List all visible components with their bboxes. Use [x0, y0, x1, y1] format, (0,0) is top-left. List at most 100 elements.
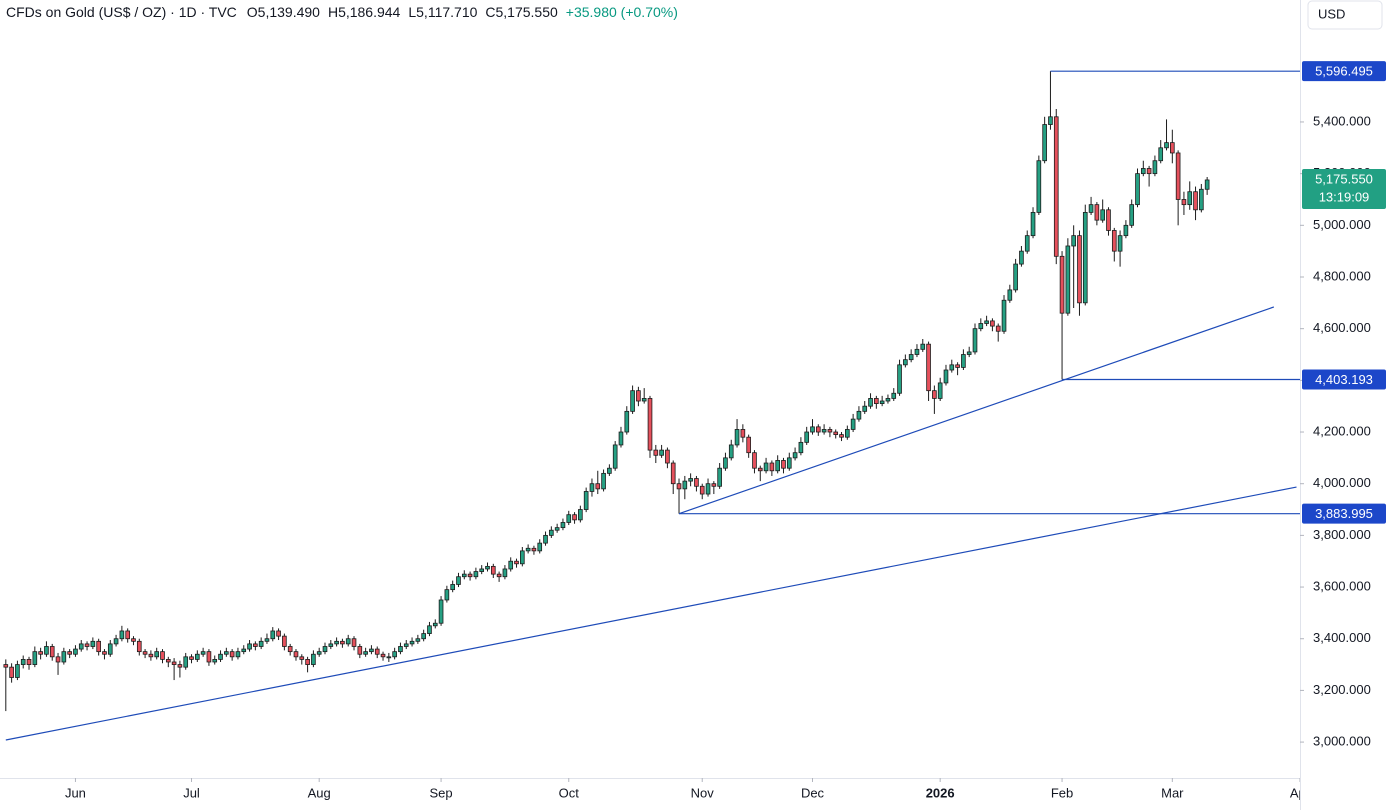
- candle-body: [415, 638, 421, 642]
- candle-body: [409, 640, 415, 645]
- y-tick-label: 3,600.000: [1313, 578, 1371, 593]
- y-tick-label: 4,200.000: [1313, 423, 1371, 438]
- candle-body: [398, 646, 403, 653]
- candle-body: [839, 434, 844, 438]
- candle-body: [798, 441, 804, 454]
- candle-body: [1181, 199, 1187, 206]
- candle-body: [20, 659, 26, 665]
- candle-body: [914, 348, 920, 355]
- candle-body: [125, 630, 130, 640]
- candle-body: [827, 429, 833, 433]
- plot-area: [3, 70, 1300, 741]
- x-tick-label: Aug: [308, 785, 331, 800]
- level-label-box: [1302, 503, 1386, 524]
- candle-body: [189, 656, 194, 660]
- candle-body: [218, 653, 223, 660]
- candle-body: [810, 426, 815, 433]
- candle-body: [154, 651, 160, 658]
- candle-body: [49, 646, 55, 658]
- y-tick-label: 3,400.000: [1313, 630, 1371, 645]
- y-tick-label: 4,000.000: [1313, 475, 1371, 490]
- candle-body: [1152, 160, 1158, 175]
- candle-body: [235, 651, 241, 658]
- candle-body: [32, 651, 38, 665]
- candle-body: [311, 653, 316, 665]
- candle-body: [1117, 235, 1123, 252]
- candle-body: [1199, 188, 1204, 211]
- level-label: 5,596.495: [1315, 64, 1373, 79]
- candle-body: [374, 648, 380, 655]
- candle-body: [525, 547, 531, 552]
- candle-body: [421, 633, 426, 640]
- candle-body: [850, 418, 856, 430]
- candle-body: [763, 462, 769, 472]
- candle-body: [438, 599, 444, 624]
- candle-body: [566, 514, 572, 523]
- candle-body: [363, 651, 368, 655]
- last-price-label: 5,175.550: [1315, 171, 1373, 186]
- candle-body: [15, 664, 20, 678]
- candle-body: [1140, 168, 1146, 175]
- candle-body: [340, 640, 345, 645]
- candle-body: [3, 664, 9, 668]
- candle-body: [258, 640, 264, 647]
- candle-body: [195, 653, 200, 660]
- candle-body: [427, 625, 432, 634]
- candle-body: [1170, 142, 1175, 154]
- candle-body: [984, 320, 989, 324]
- y-tick-label: 4,600.000: [1313, 320, 1371, 335]
- ohlc-open: O5,139.490: [246, 4, 320, 20]
- candle-body: [647, 398, 653, 451]
- candle-body: [723, 457, 728, 469]
- candle-body: [461, 573, 467, 578]
- candle-body: [229, 651, 235, 658]
- candle-body: [264, 638, 270, 642]
- candle-body: [386, 656, 392, 659]
- candle-body: [549, 529, 554, 536]
- candle-body: [636, 390, 641, 402]
- candle-body: [357, 646, 363, 655]
- currency-button[interactable]: [1307, 0, 1383, 30]
- candle-body: [502, 568, 508, 578]
- candle-body: [165, 659, 171, 663]
- candle-body: [990, 320, 995, 327]
- x-tick-label: Feb: [1051, 785, 1073, 800]
- candle-body: [1053, 116, 1059, 257]
- candle-body: [630, 390, 635, 412]
- candle-body: [1106, 209, 1111, 231]
- candle-body: [485, 565, 490, 570]
- candle-body: [595, 483, 601, 490]
- candle-body: [380, 653, 386, 658]
- candle-body: [1024, 235, 1030, 252]
- candle-body: [183, 656, 189, 668]
- candle-body: [804, 431, 810, 443]
- candle-body: [1135, 173, 1140, 206]
- candle-body: [403, 643, 409, 647]
- candle-body: [1019, 250, 1024, 265]
- candle-body: [1123, 224, 1129, 237]
- candle-body: [514, 560, 519, 565]
- candle-body: [160, 651, 165, 660]
- candle-body: [1100, 209, 1105, 221]
- candle-body: [177, 664, 183, 668]
- candle-body: [786, 457, 792, 469]
- x-tick-label: Jun: [65, 785, 86, 800]
- candle-body: [1007, 289, 1013, 301]
- candle-body: [589, 483, 595, 492]
- candle-body: [113, 638, 119, 645]
- candle-body: [641, 398, 647, 402]
- candle-body: [78, 643, 84, 650]
- level-label-box: [1302, 61, 1386, 82]
- candle-body: [879, 400, 885, 404]
- candle-body: [972, 328, 978, 353]
- candle-body: [508, 560, 514, 570]
- candle-body: [537, 542, 543, 552]
- candle-body: [885, 398, 891, 402]
- candle-body: [694, 478, 699, 487]
- candle-body: [241, 648, 247, 653]
- trend-line: [678, 306, 1275, 515]
- candle-body: [1204, 179, 1210, 190]
- candle-body: [821, 429, 827, 433]
